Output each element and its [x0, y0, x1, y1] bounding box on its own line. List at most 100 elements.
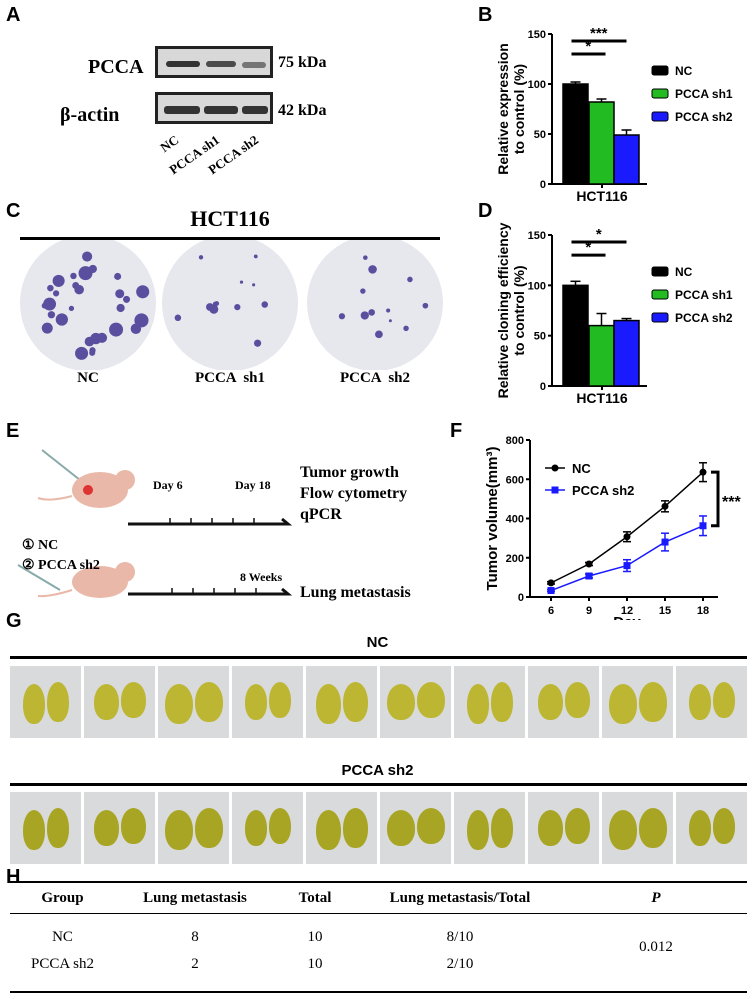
plate-label: NC — [77, 370, 99, 386]
group-label: ② PCCA sh2 — [22, 558, 100, 573]
panel-label-g: G — [6, 610, 22, 632]
p-value: 0.012 — [639, 938, 673, 955]
bar-pcca-sh2 — [613, 134, 640, 185]
lung-lobe — [417, 808, 445, 844]
colony — [123, 295, 131, 303]
x-tick-label: 6 — [548, 605, 554, 617]
protein-label-pcca: PCCA — [88, 56, 144, 78]
legend-swatch — [651, 65, 669, 76]
legend-label: PCCA sh2 — [572, 483, 634, 498]
y-tick-label: 800 — [506, 435, 524, 447]
colony-title: HCT116 — [190, 206, 270, 231]
syringe-icon — [41, 449, 81, 481]
data-point — [699, 522, 707, 530]
colony — [70, 272, 77, 280]
colony — [52, 274, 65, 287]
y-tick-label: 100 — [528, 79, 546, 91]
table-header: Total — [298, 889, 332, 906]
bar-pcca-sh1 — [588, 101, 615, 185]
table-rule — [10, 991, 747, 993]
significance-label: * — [585, 38, 591, 55]
colony — [422, 302, 429, 309]
legend-label: PCCA sh1 — [675, 87, 733, 101]
lung-lobe — [538, 684, 563, 720]
lung-photo — [306, 792, 377, 864]
culture-plate — [20, 240, 156, 370]
legend-swatch — [651, 266, 669, 277]
lung-lobe — [23, 810, 45, 850]
lung-lobe — [491, 808, 513, 848]
legend-label: PCCA sh2 — [675, 311, 733, 325]
divider — [20, 237, 440, 240]
lung-photo — [10, 666, 81, 738]
outcome: qPCR — [300, 506, 342, 523]
colony — [338, 313, 346, 320]
lung-photo — [84, 666, 155, 738]
legend-swatch — [651, 111, 669, 122]
group-label: ① NC — [22, 538, 59, 553]
colony — [205, 303, 214, 311]
row-title-sh2: PCCA sh2 — [341, 762, 414, 779]
colony — [68, 305, 75, 311]
x-axis-label: HCT116 — [576, 390, 628, 406]
colony — [134, 313, 149, 328]
legend-label: PCCA sh1 — [675, 288, 733, 302]
table-header: Lung metastasis — [143, 889, 247, 906]
panel-label-d: D — [478, 200, 493, 222]
colony — [368, 265, 377, 274]
mouse-icon — [72, 566, 128, 598]
table-header: Lung metastasis/Total — [389, 889, 531, 906]
table-header: P — [651, 889, 661, 906]
x-tick-label: 12 — [621, 605, 633, 617]
lung-photo — [232, 792, 303, 864]
culture-plate — [307, 240, 443, 370]
lung-photo — [602, 666, 673, 738]
x-tick-label: 18 — [697, 605, 709, 617]
table-cell: 10 — [307, 929, 323, 945]
table-cell: NC — [52, 929, 73, 945]
lung-lobe — [195, 682, 223, 722]
panel-label-f: F — [450, 420, 463, 442]
lung-photo — [232, 666, 303, 738]
colony — [360, 311, 369, 320]
mouse-schematic — [17, 449, 293, 598]
lung-lobe — [491, 682, 513, 722]
legend-swatch — [651, 289, 669, 300]
lung-lobe — [713, 808, 735, 844]
timeline-label: Day 18 — [235, 478, 271, 492]
data-point — [623, 533, 631, 541]
colony — [114, 272, 122, 280]
lung-lobe — [47, 682, 69, 722]
x-axis-label: HCT116 — [576, 188, 628, 204]
culture-plate — [162, 240, 298, 370]
table-cell: 8/10 — [446, 929, 474, 945]
blot-actin — [155, 92, 273, 124]
lung-lobe — [245, 810, 267, 846]
table-rule — [10, 913, 747, 914]
lung-lobe — [387, 810, 415, 846]
colony — [136, 285, 150, 299]
lung-photo — [158, 792, 229, 864]
size-label-75: 75 kDa — [278, 54, 327, 71]
lung-photo — [158, 666, 229, 738]
significance-label: * — [585, 239, 591, 256]
y-tick-label: 100 — [528, 280, 546, 292]
data-point — [547, 587, 555, 595]
colony — [55, 313, 68, 326]
colony — [52, 290, 60, 297]
y-tick-label: 600 — [506, 474, 524, 486]
bar-nc — [562, 83, 589, 185]
colony — [82, 251, 93, 262]
lung-photo — [380, 792, 451, 864]
y-tick-label: 400 — [506, 514, 524, 526]
colony — [239, 280, 244, 284]
lung-photo — [528, 792, 599, 864]
table-cell: PCCA sh2 — [31, 955, 94, 972]
lung-lobe — [94, 810, 119, 846]
table-cell: 2/10 — [446, 955, 474, 972]
colony — [78, 266, 93, 281]
outcome: Tumor growth — [300, 464, 399, 481]
outcome-list: Tumor growth Flow cytometry qPCR — [300, 462, 407, 525]
data-point — [585, 560, 593, 568]
row-title-nc: NC — [366, 634, 389, 651]
